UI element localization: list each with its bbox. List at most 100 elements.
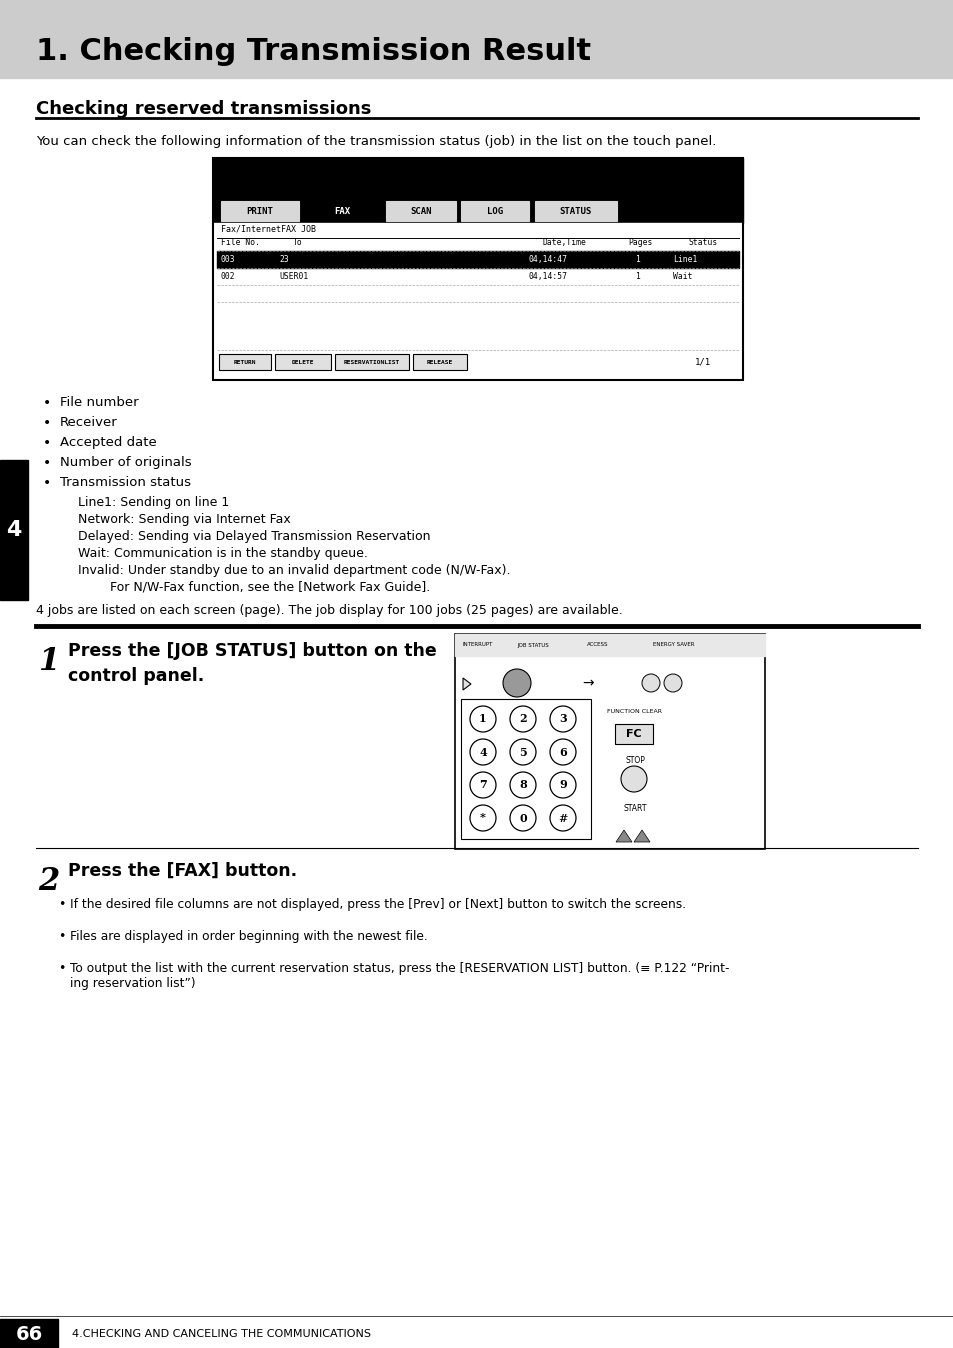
Text: INTERRUPT: INTERRUPT: [462, 643, 493, 647]
Text: 04,14:57: 04,14:57: [529, 272, 567, 280]
Bar: [460, 201, 529, 221]
Text: FAX: FAX: [334, 206, 350, 216]
Bar: [535, 201, 617, 221]
Text: FUNCTION CLEAR: FUNCTION CLEAR: [607, 709, 661, 714]
Text: You can check the following information of the transmission status (job) in the : You can check the following information …: [36, 135, 716, 148]
Circle shape: [550, 772, 576, 798]
Text: 002: 002: [221, 272, 235, 280]
Circle shape: [641, 674, 659, 692]
Text: 8: 8: [518, 779, 526, 790]
Text: #: #: [558, 813, 567, 824]
Text: 66: 66: [15, 1325, 43, 1344]
Text: 3: 3: [558, 713, 566, 724]
Text: 4: 4: [478, 747, 486, 758]
Bar: [386, 201, 456, 221]
Text: Date,Time: Date,Time: [542, 239, 586, 247]
Text: 1/1: 1/1: [694, 357, 710, 367]
Text: Wait: Communication is in the standby queue.: Wait: Communication is in the standby qu…: [78, 547, 368, 559]
Bar: [221, 201, 298, 221]
Text: For N/W-Fax function, see the [Network Fax Guide].: For N/W-Fax function, see the [Network F…: [78, 581, 430, 594]
Text: 6: 6: [558, 747, 566, 758]
Circle shape: [550, 706, 576, 732]
Text: •: •: [58, 962, 66, 975]
Text: 1: 1: [635, 255, 639, 264]
Text: 4: 4: [7, 520, 22, 541]
Text: Line1: Sending on line 1: Line1: Sending on line 1: [78, 496, 229, 510]
Text: Accepted date: Accepted date: [60, 435, 156, 449]
Text: •: •: [58, 930, 66, 944]
Circle shape: [620, 766, 646, 793]
Text: DELETE: DELETE: [292, 360, 314, 364]
Polygon shape: [634, 830, 649, 842]
Text: PRINT: PRINT: [246, 206, 274, 216]
Text: 23: 23: [278, 255, 289, 264]
Text: •: •: [43, 435, 51, 450]
Bar: [219, 355, 271, 369]
Bar: [460, 700, 590, 838]
Text: 0: 0: [518, 813, 526, 824]
Circle shape: [502, 669, 531, 697]
Bar: [335, 355, 409, 369]
Text: Pages: Pages: [627, 239, 652, 247]
Text: STOP: STOP: [624, 756, 644, 766]
Text: JOB STATUS: JOB STATUS: [517, 643, 548, 647]
Bar: [0, 1318, 58, 1348]
Text: Line1: Line1: [672, 255, 697, 264]
Bar: [213, 158, 742, 222]
Bar: [0, 460, 28, 600]
Text: 1. Checking Transmission Result: 1. Checking Transmission Result: [36, 38, 591, 66]
Text: ENERGY SAVER: ENERGY SAVER: [652, 643, 694, 647]
Text: File number: File number: [60, 396, 138, 408]
Text: To output the list with the current reservation status, press the [RESERVATION L: To output the list with the current rese…: [70, 962, 729, 989]
Text: •: •: [43, 456, 51, 470]
Text: FC: FC: [625, 729, 641, 739]
Text: RETURN: RETURN: [233, 360, 256, 364]
Text: LOG: LOG: [486, 206, 502, 216]
Text: Checking reserved transmissions: Checking reserved transmissions: [36, 100, 371, 119]
Text: →: →: [581, 675, 593, 690]
Text: 2: 2: [518, 713, 526, 724]
Text: Delayed: Sending via Delayed Transmission Reservation: Delayed: Sending via Delayed Transmissio…: [78, 530, 430, 543]
Circle shape: [510, 739, 536, 766]
Circle shape: [470, 805, 496, 830]
Circle shape: [510, 805, 536, 830]
Text: 2: 2: [38, 865, 59, 896]
Text: SCAN: SCAN: [410, 206, 432, 216]
Text: Files are displayed in order beginning with the newest file.: Files are displayed in order beginning w…: [70, 930, 427, 944]
Text: 7: 7: [478, 779, 486, 790]
Text: START: START: [622, 803, 646, 813]
Text: •: •: [58, 898, 66, 911]
Text: Transmission status: Transmission status: [60, 476, 191, 489]
Circle shape: [470, 739, 496, 766]
Text: •: •: [43, 417, 51, 430]
Text: USER01: USER01: [278, 272, 308, 280]
Circle shape: [470, 706, 496, 732]
Text: 1: 1: [478, 713, 486, 724]
Text: 003: 003: [221, 255, 235, 264]
Circle shape: [663, 674, 681, 692]
Circle shape: [510, 772, 536, 798]
Text: •: •: [43, 396, 51, 410]
Text: Wait: Wait: [672, 272, 692, 280]
Bar: [0, 0, 953, 78]
Text: Invalid: Under standby due to an invalid department code (N/W-Fax).: Invalid: Under standby due to an invalid…: [78, 563, 510, 577]
Bar: [413, 355, 467, 369]
Text: 1: 1: [635, 272, 639, 280]
Bar: [455, 634, 764, 849]
Circle shape: [550, 739, 576, 766]
Text: 4 jobs are listed on each screen (page). The job display for 100 jobs (25 pages): 4 jobs are listed on each screen (page).…: [36, 604, 622, 617]
Text: Press the [JOB STATUS] button on the
control panel.: Press the [JOB STATUS] button on the con…: [68, 642, 436, 685]
Text: 1: 1: [38, 646, 59, 677]
Bar: [213, 158, 742, 380]
Text: To: To: [293, 239, 302, 247]
Text: 04,14:47: 04,14:47: [529, 255, 567, 264]
Circle shape: [550, 805, 576, 830]
Bar: [274, 355, 331, 369]
Text: *: *: [479, 813, 485, 824]
Text: Receiver: Receiver: [60, 417, 117, 429]
Text: Press the [FAX] button.: Press the [FAX] button.: [68, 861, 296, 880]
Text: File No.: File No.: [221, 239, 260, 247]
Text: 9: 9: [558, 779, 566, 790]
Text: RESERVATIONLIST: RESERVATIONLIST: [343, 360, 399, 364]
Text: Fax/InternetFAX JOB: Fax/InternetFAX JOB: [221, 225, 315, 235]
